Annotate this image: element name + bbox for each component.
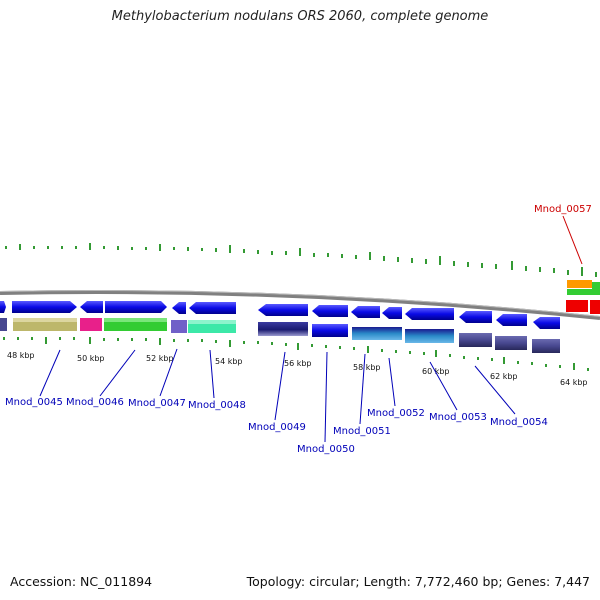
gene-arrow (189, 302, 236, 314)
gene-arrow (382, 307, 402, 319)
gene-arrow (172, 302, 186, 314)
gene-label-highlighted[interactable]: Mnod_0057 (534, 204, 592, 215)
gene-label[interactable]: Mnod_0047 (128, 398, 186, 409)
gene-block (352, 327, 402, 340)
gene-leader-line-highlight (562, 215, 583, 265)
accession-text: Accession: NC_011894 (10, 574, 153, 589)
map-title: Methylobacterium nodulans ORS 2060, comp… (111, 9, 489, 24)
gene-arrow (590, 300, 600, 314)
gene-arrow (405, 308, 454, 320)
gene-block (258, 322, 308, 336)
gene-track-right (566, 280, 600, 314)
kbp-label: 62 kbp (490, 372, 518, 381)
gene-track-upper (0, 301, 560, 329)
gene-label[interactable]: Mnod_0045 (5, 397, 63, 408)
gene-block (0, 318, 7, 331)
gene-block (312, 324, 348, 337)
gene-arrow (0, 301, 6, 313)
gene-block (405, 329, 454, 343)
gene-block (532, 339, 560, 353)
gene-block (80, 318, 102, 331)
gene-label[interactable]: Mnod_0051 (333, 426, 391, 437)
gene-leader-lines (39, 348, 516, 443)
kbp-label: 56 kbp (284, 359, 312, 368)
gene-label[interactable]: Mnod_0054 (490, 417, 548, 428)
outer-tick-arc (5, 243, 597, 277)
gene-block (567, 289, 600, 295)
gene-track-lower (0, 318, 560, 353)
gene-label[interactable]: Mnod_0049 (248, 422, 306, 433)
kbp-label: 54 kbp (215, 357, 243, 366)
gene-label[interactable]: Mnod_0046 (66, 397, 124, 408)
gene-arrow (258, 304, 308, 316)
genome-summary-text: Topology: circular; Length: 7,772,460 bp… (246, 574, 590, 589)
kbp-labels: 48 kbp 50 kbp 52 kbp 54 kbp 56 kbp 58 kb… (7, 351, 588, 387)
gene-arrow (80, 301, 103, 313)
genome-backbone (0, 290, 600, 320)
gene-arrow (105, 301, 167, 313)
gene-label[interactable]: Mnod_0048 (188, 400, 246, 411)
gene-arrow (533, 317, 560, 329)
gene-block (567, 280, 592, 288)
gene-arrow (496, 314, 527, 326)
gene-block (495, 336, 527, 350)
gene-label[interactable]: Mnod_0052 (367, 408, 425, 419)
gene-block (459, 333, 492, 347)
kbp-label: 58 kbp (353, 363, 381, 372)
inner-tick-arc (3, 337, 589, 371)
kbp-label: 48 kbp (7, 351, 35, 360)
gene-label[interactable]: Mnod_0050 (297, 444, 355, 455)
gene-block (171, 320, 187, 333)
gene-label[interactable]: Mnod_0053 (429, 412, 487, 423)
kbp-label: 50 kbp (77, 354, 105, 363)
kbp-label: 64 kbp (560, 378, 588, 387)
gene-arrow (312, 305, 348, 317)
gene-arrow (12, 301, 77, 313)
gene-block (592, 282, 600, 290)
gene-arrow (351, 306, 380, 318)
gene-arrow (566, 300, 588, 312)
kbp-label: 52 kbp (146, 354, 174, 363)
gene-labels: Mnod_0045 Mnod_0046 Mnod_0047 Mnod_0048 … (5, 204, 592, 455)
gene-arrow (459, 311, 492, 323)
